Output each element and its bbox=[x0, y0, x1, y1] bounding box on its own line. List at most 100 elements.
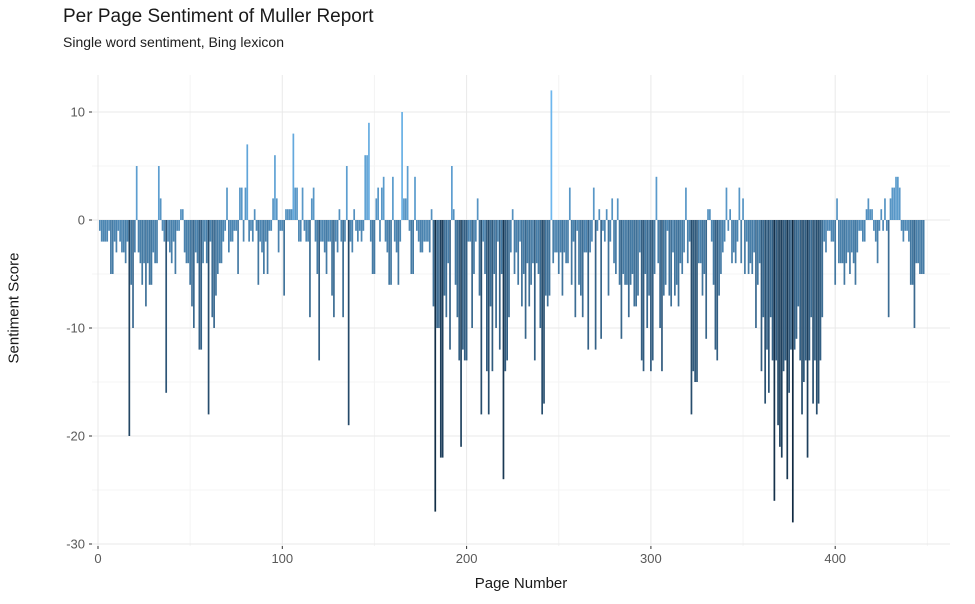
y-tick-label: -10 bbox=[66, 321, 85, 336]
sentiment-bar bbox=[329, 220, 332, 242]
sentiment-bar bbox=[104, 220, 107, 242]
sentiment-bar bbox=[336, 220, 339, 253]
sentiment-bar bbox=[740, 220, 743, 264]
sentiment-bar bbox=[666, 220, 669, 231]
sentiment-bar bbox=[581, 220, 584, 318]
sentiment-bar bbox=[395, 220, 398, 253]
sentiment-bar bbox=[825, 220, 827, 253]
sentiment-bar bbox=[736, 220, 739, 242]
sentiment-bar bbox=[436, 220, 438, 328]
sentiment-bar bbox=[305, 220, 308, 242]
sentiment-bar bbox=[594, 220, 597, 350]
sentiment-bar bbox=[360, 220, 363, 242]
sentiment-bar bbox=[392, 176, 394, 220]
sentiment-bar bbox=[185, 220, 188, 264]
sentiment-bar bbox=[152, 220, 155, 253]
sentiment-bar bbox=[777, 220, 779, 426]
sentiment-bar bbox=[340, 220, 343, 242]
x-tick-label: 0 bbox=[94, 551, 101, 566]
y-tick-label: -30 bbox=[66, 537, 85, 552]
sentiment-bar bbox=[766, 220, 768, 350]
sentiment-bar bbox=[836, 198, 838, 220]
sentiment-bar bbox=[773, 220, 776, 501]
sentiment-bar bbox=[257, 220, 260, 285]
sentiment-bar bbox=[170, 220, 173, 264]
sentiment-bar bbox=[550, 90, 553, 221]
sentiment-bar bbox=[191, 220, 193, 307]
sentiment-bar bbox=[862, 220, 864, 242]
sentiment-bar bbox=[725, 187, 728, 220]
sentiment-bar bbox=[664, 220, 667, 285]
chart-title: Per Page Sentiment of Muller Report bbox=[63, 6, 374, 27]
sentiment-bar bbox=[211, 220, 214, 318]
sentiment-bar bbox=[237, 220, 239, 274]
sentiment-bar bbox=[380, 187, 383, 220]
sentiment-bar bbox=[668, 220, 671, 296]
sentiment-bar bbox=[583, 220, 586, 253]
sentiment-bar bbox=[653, 220, 656, 274]
sentiment-bar bbox=[714, 220, 717, 350]
sentiment-bar bbox=[727, 220, 730, 231]
sentiment-bar bbox=[473, 220, 475, 274]
sentiment-bar bbox=[688, 220, 691, 242]
sentiment-bar bbox=[154, 220, 156, 264]
sentiment-bar bbox=[272, 198, 274, 220]
sentiment-bar bbox=[180, 209, 182, 220]
sentiment-bar bbox=[839, 220, 842, 264]
sentiment-bar bbox=[679, 220, 682, 264]
sentiment-bar bbox=[251, 220, 254, 242]
sentiment-bar bbox=[266, 220, 269, 274]
sentiment-bar bbox=[920, 220, 923, 274]
sentiment-bar bbox=[908, 220, 910, 242]
sentiment-bar bbox=[401, 112, 403, 220]
sentiment-bar bbox=[108, 220, 110, 231]
sentiment-bar bbox=[228, 220, 230, 253]
sentiment-bar bbox=[307, 220, 309, 242]
sentiment-bar bbox=[528, 220, 531, 307]
sentiment-bar bbox=[782, 220, 785, 372]
sentiment-bar bbox=[121, 220, 123, 253]
sentiment-bar bbox=[226, 187, 228, 220]
sentiment-bar bbox=[554, 220, 556, 253]
sentiment-bar bbox=[434, 220, 437, 512]
sentiment-bar bbox=[701, 220, 704, 296]
sentiment-bar bbox=[430, 209, 433, 220]
sentiment-bar bbox=[368, 122, 370, 220]
sentiment-bar bbox=[509, 220, 512, 253]
sentiment-bar bbox=[122, 220, 125, 253]
sentiment-bar bbox=[351, 220, 354, 253]
sentiment-bar bbox=[414, 176, 416, 220]
sentiment-bar bbox=[447, 220, 450, 264]
sentiment-bar bbox=[893, 187, 896, 220]
sentiment-bar bbox=[181, 209, 184, 220]
sentiment-bar bbox=[111, 220, 114, 274]
sentiment-bar bbox=[694, 220, 696, 382]
sentiment-bar bbox=[635, 220, 638, 307]
sentiment-bar bbox=[493, 220, 496, 274]
sentiment-bar bbox=[799, 220, 802, 361]
sentiment-bar bbox=[600, 220, 602, 339]
sentiment-bar bbox=[128, 220, 131, 436]
sentiment-bar bbox=[758, 220, 761, 264]
sentiment-bar bbox=[286, 209, 289, 220]
sentiment-bar bbox=[915, 220, 918, 264]
sentiment-bar bbox=[285, 209, 287, 220]
sentiment-bar bbox=[250, 220, 252, 231]
sentiment-bar bbox=[438, 220, 440, 328]
sentiment-bar bbox=[231, 220, 234, 242]
sentiment-bar bbox=[406, 166, 409, 220]
sentiment-bar bbox=[607, 220, 610, 296]
sentiment-bar bbox=[874, 220, 877, 242]
sentiment-bar bbox=[491, 220, 494, 372]
sentiment-bar bbox=[644, 220, 647, 274]
sentiment-bar bbox=[705, 220, 708, 339]
sentiment-bar bbox=[482, 220, 485, 242]
sentiment-bar bbox=[449, 220, 451, 350]
sentiment-bar bbox=[427, 220, 429, 242]
sentiment-bar bbox=[275, 198, 278, 220]
sentiment-bar bbox=[732, 220, 735, 253]
sentiment-bar bbox=[847, 220, 849, 253]
sentiment-bar bbox=[216, 220, 219, 274]
sentiment-bar bbox=[318, 220, 321, 361]
sentiment-bar bbox=[587, 220, 590, 350]
